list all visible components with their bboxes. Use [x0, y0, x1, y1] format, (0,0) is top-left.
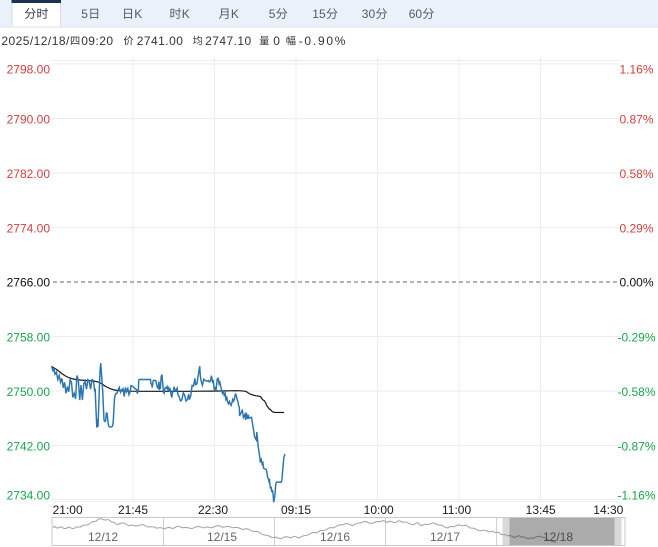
svg-text:1.16%: 1.16% [620, 62, 654, 76]
svg-text:11:00: 11:00 [442, 503, 471, 517]
svg-text:21:00: 21:00 [53, 503, 83, 517]
svg-text:-0.58%: -0.58% [618, 385, 656, 399]
svg-text:2741.00: 2741.00 [137, 34, 184, 48]
svg-text:K: K [134, 7, 142, 21]
svg-text:2750.00: 2750.00 [7, 385, 51, 399]
svg-text:13:45: 13:45 [526, 503, 556, 517]
svg-text:5: 5 [81, 7, 88, 21]
svg-text:-0.90%: -0.90% [299, 34, 348, 48]
svg-text:0.00%: 0.00% [620, 276, 654, 290]
svg-text:K: K [182, 7, 190, 21]
svg-text:12/12: 12/12 [88, 530, 118, 544]
svg-text:60: 60 [409, 7, 423, 21]
svg-text:K: K [231, 7, 239, 21]
svg-text:12/18: 12/18 [543, 530, 573, 544]
svg-text:0.29%: 0.29% [620, 222, 654, 236]
svg-text:2025/12/18/: 2025/12/18/ [1, 34, 70, 48]
svg-text:2798.00: 2798.00 [7, 62, 51, 76]
svg-text:2758.00: 2758.00 [7, 331, 51, 345]
svg-text:12/16: 12/16 [320, 530, 350, 544]
svg-text:09:20: 09:20 [81, 34, 113, 48]
svg-text:2774.00: 2774.00 [7, 222, 51, 236]
svg-text:0: 0 [273, 34, 280, 48]
svg-text:2766.00: 2766.00 [7, 276, 51, 290]
svg-text:-1.16%: -1.16% [618, 489, 656, 503]
svg-text:-0.29%: -0.29% [618, 331, 656, 345]
svg-text:2782.00: 2782.00 [7, 167, 51, 181]
svg-text:14:30: 14:30 [593, 503, 623, 517]
svg-text:12/17: 12/17 [430, 530, 460, 544]
svg-text:12/15: 12/15 [207, 530, 237, 544]
svg-text:2734.00: 2734.00 [7, 489, 51, 503]
svg-text:22:30: 22:30 [198, 503, 228, 517]
svg-text:10:00: 10:00 [364, 503, 394, 517]
svg-text:-0.87%: -0.87% [618, 440, 656, 454]
svg-text:09:15: 09:15 [281, 503, 311, 517]
svg-text:2742.00: 2742.00 [7, 440, 51, 454]
svg-text:2747.10: 2747.10 [205, 34, 252, 48]
svg-text:21:45: 21:45 [118, 503, 148, 517]
svg-text:30: 30 [362, 7, 376, 21]
svg-text:0.87%: 0.87% [620, 113, 654, 127]
svg-text:0.58%: 0.58% [620, 167, 654, 181]
svg-text:5: 5 [269, 7, 276, 21]
svg-text:2790.00: 2790.00 [7, 113, 51, 127]
svg-text:15: 15 [312, 7, 326, 21]
